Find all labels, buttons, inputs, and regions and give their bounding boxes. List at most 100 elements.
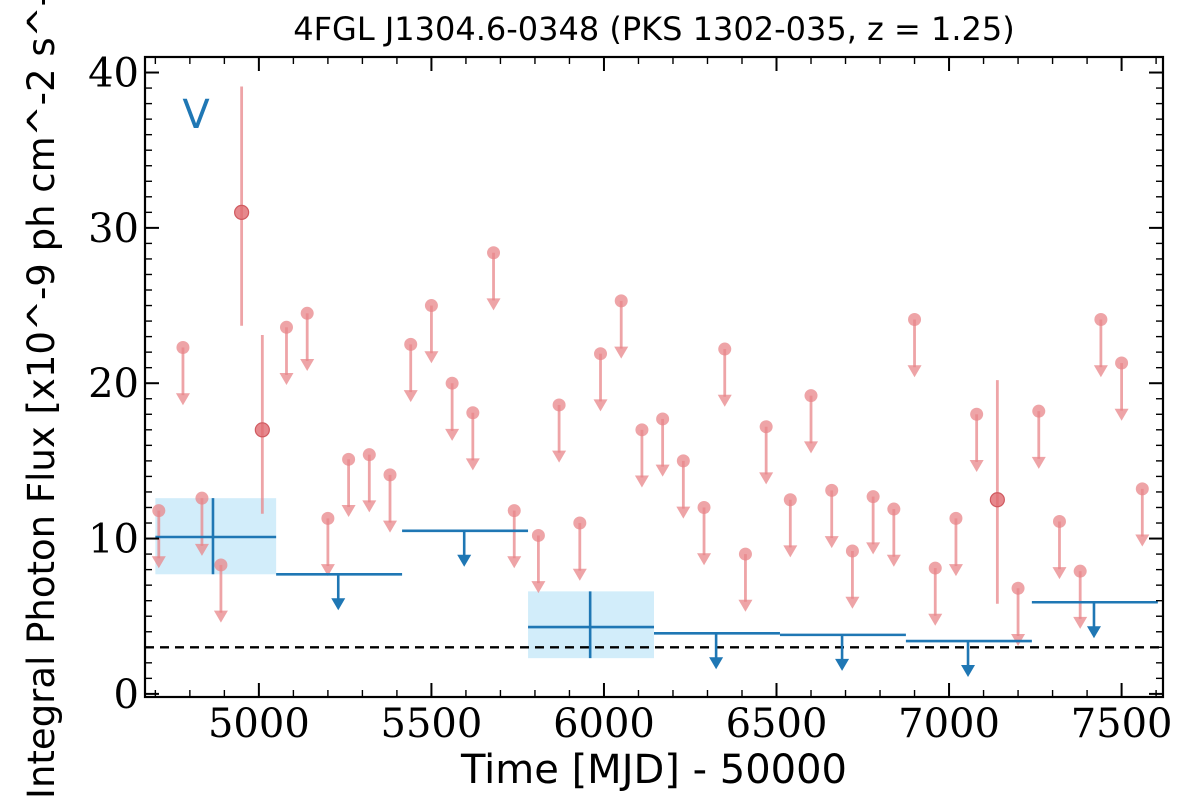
upper-limit-point [949,511,963,525]
upper-limit-arrowhead [907,365,922,378]
upper-limit-arrowhead [593,399,608,412]
upper-limit-arrowhead [1135,534,1150,547]
long-bin-limit-arrowhead [457,554,472,567]
upper-limit-arrowhead [194,543,209,556]
upper-limit-arrowhead [465,458,480,471]
upper-limit-arrowhead [175,393,190,406]
upper-limit-point [1094,313,1108,327]
long-bin-limit-arrowhead [835,658,850,671]
upper-limit-arrowhead [969,459,984,472]
upper-limit-arrowhead [655,464,670,477]
upper-limit-arrowhead [948,564,963,577]
upper-limit-arrowhead [1093,365,1108,378]
plot-area [145,86,1163,678]
x-axis-label: Time [MJD] - 50000 [460,747,847,793]
upper-limit-point [697,500,711,514]
upper-limit-arrowhead [403,390,418,403]
upper-limit-point [176,340,190,354]
y-tick-label: 0 [114,672,139,718]
x-tick-label: 5000 [208,701,310,747]
long-bin-limit-arrowhead [709,657,724,670]
detection-point [234,204,250,220]
upper-limit-point [424,299,438,313]
upper-limit-arrowhead [886,554,901,567]
upper-limit-point [676,454,690,468]
y-tick-label: 10 [88,517,139,563]
upper-limit-arrowhead [928,613,943,626]
upper-limit-point [1032,404,1046,418]
upper-limit-arrowhead [676,506,691,519]
upper-limit-point [887,502,901,516]
upper-limit-point [594,347,608,361]
upper-limit-arrowhead [738,599,753,612]
upper-limit-point [759,420,773,434]
upper-limit-point [908,313,922,327]
upper-limit-point [656,412,670,426]
upper-limit-point [738,547,752,561]
upper-limit-arrowhead [759,472,774,485]
long-bin-limit-arrowhead [1086,626,1101,639]
upper-limit-arrowhead [1114,408,1129,421]
y-tick-label: 30 [88,206,139,252]
upper-limit-point [614,294,628,308]
detection-point [989,492,1005,508]
upper-limit-arrowhead [614,346,629,359]
upper-limit-arrowhead [1073,616,1088,629]
upper-limit-point [445,376,459,390]
x-tick-label: 7500 [1071,701,1173,747]
upper-limit-point [531,528,545,542]
upper-limit-arrowhead [572,568,587,581]
upper-limit-point [1011,581,1025,595]
x-tick-label: 7000 [898,701,1000,747]
upper-limit-arrowhead [845,596,860,609]
upper-limit-arrowhead [783,545,798,558]
upper-limit-arrowhead [717,394,732,407]
long-bin-limit-arrowhead [961,665,976,678]
upper-limit-arrowhead [300,359,315,372]
upper-limit-point [342,452,356,466]
upper-limit-arrowhead [213,610,228,623]
upper-limit-arrowhead [824,536,839,549]
upper-limit-arrowhead [697,553,712,566]
upper-limit-arrowhead [151,556,166,569]
upper-limit-point [552,398,566,412]
y-axis-label: Integral Photon Flux [x10^-9 ph cm^-2 s^… [20,0,63,799]
upper-limit-point [1115,356,1129,370]
upper-limit-point [404,337,418,351]
upper-limit-arrowhead [552,450,567,463]
upper-limit-point [804,389,818,403]
upper-limit-arrowhead [341,505,356,518]
x-tick-label: 6000 [553,701,655,747]
upper-limit-point [300,306,314,320]
upper-limit-point [635,423,649,437]
upper-limit-point [152,504,166,518]
y-tick-label: 40 [88,51,139,97]
upper-limit-point [1073,564,1087,578]
y-tick-label: 20 [88,361,139,407]
upper-limit-point [866,490,880,504]
detection-point [254,422,270,438]
upper-limit-arrowhead [320,564,335,577]
upper-limit-point [1135,482,1149,496]
upper-limit-point [845,544,859,558]
upper-limit-point [970,407,984,421]
upper-limit-point [214,558,228,572]
long-bin-limit-arrowhead [331,598,346,611]
upper-limit-point [573,516,587,530]
upper-limit-arrowhead [445,428,460,441]
upper-limit-point [783,493,797,507]
upper-limit-point [383,468,397,482]
upper-limit-arrowhead [507,556,522,569]
upper-limit-arrowhead [531,581,546,594]
upper-limit-point [195,491,209,505]
upper-limit-arrowhead [486,298,501,311]
upper-limit-point [928,561,942,575]
plot-frame [143,55,1165,699]
upper-limit-point [362,448,376,462]
x-tick-label: 6500 [726,701,828,747]
upper-limit-point [1052,514,1066,528]
upper-limit-arrowhead [634,475,649,488]
upper-limit-arrowhead [362,500,377,513]
upper-limit-arrowhead [866,542,881,555]
